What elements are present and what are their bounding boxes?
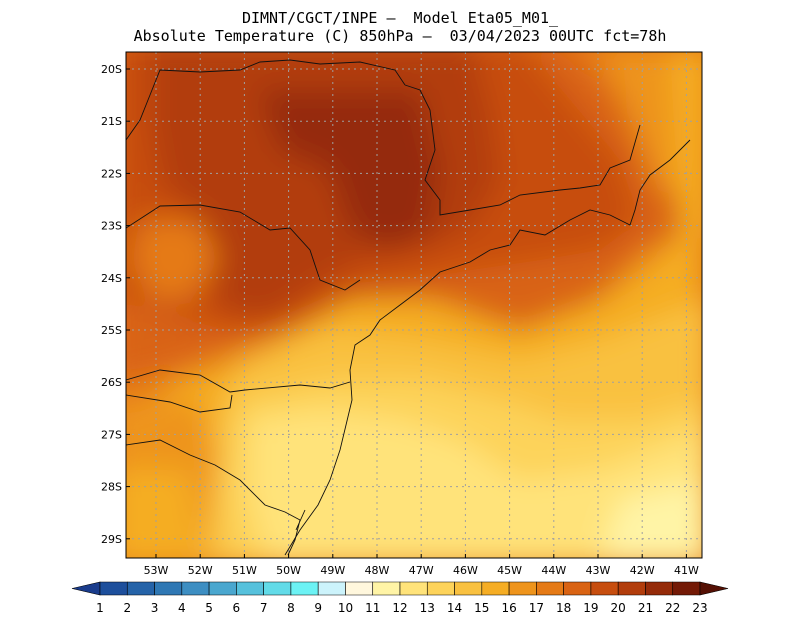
temp-region-16-east <box>670 52 702 238</box>
colorbar-swatch <box>345 581 374 596</box>
map-frame <box>125 51 703 559</box>
colorbar-label: 5 <box>205 601 213 615</box>
colorbar-label: 16 <box>501 601 516 615</box>
longitude-labels: 53W 52W 51W 50W 49W 48W 47W 46W 45W 44W 43W 42W 41W <box>144 554 699 577</box>
colorbar-label: 7 <box>260 601 268 615</box>
rio-grande-coast-lagoon <box>287 509 306 556</box>
colorbar-swatch <box>181 581 210 596</box>
state-border-ms-sp <box>126 59 406 141</box>
colorbar-label: 4 <box>178 601 186 615</box>
colorbar-label: 3 <box>151 601 159 615</box>
lat-tick-label: 24S <box>101 272 122 285</box>
temp-region-18-west <box>130 220 220 300</box>
temp-region-16-southwest <box>126 470 200 558</box>
colorbar-label: 14 <box>447 601 462 615</box>
lat-tick-label: 29S <box>101 533 122 546</box>
colorbar-swatch <box>372 581 401 596</box>
lat-tick-label: 22S <box>101 167 122 180</box>
temperature-field <box>126 52 702 558</box>
colorbar-swatch <box>508 581 537 596</box>
lat-tick-label: 27S <box>101 428 122 441</box>
map-gridlines <box>126 52 702 558</box>
temp-region-13 <box>250 410 702 558</box>
lon-tick-label: 43W <box>586 564 611 577</box>
lon-tick-label: 50W <box>276 564 301 577</box>
lat-tick-label: 23S <box>101 220 122 233</box>
colorbar-label: 19 <box>583 601 598 615</box>
colorbar-label: 13 <box>420 601 435 615</box>
lon-tick-label: 46W <box>453 564 478 577</box>
colorbar-label: 17 <box>529 601 544 615</box>
state-border-rs-sc <box>126 439 301 521</box>
colorbar-swatch <box>236 581 264 596</box>
colorbar-swatch <box>563 581 592 596</box>
colorbar-label: 9 <box>314 601 322 615</box>
colorbar-label: 15 <box>474 601 489 615</box>
colorbar-swatch <box>536 581 564 596</box>
lat-tick-label: 21S <box>101 115 122 128</box>
lon-tick-label: 41W <box>674 564 699 577</box>
colorbar-swatch <box>617 581 646 596</box>
colorbar-swatch <box>71 581 101 596</box>
lat-tick-label: 26S <box>101 376 122 389</box>
colorbar-swatch <box>154 581 183 596</box>
coastline <box>284 139 691 556</box>
colorbar-label: 2 <box>123 601 131 615</box>
colorbar-swatch <box>399 581 428 596</box>
colorbar-label: 12 <box>392 601 407 615</box>
state-border-pr-sp <box>126 204 361 291</box>
colorbar-swatch <box>590 581 619 596</box>
colorbar-swatch <box>126 581 155 596</box>
lat-tick-label: 20S <box>101 63 122 76</box>
colorbar-label: 11 <box>365 601 380 615</box>
state-border-sc-pr <box>126 369 351 393</box>
country-border-argentina <box>126 394 233 413</box>
colorbar-swatch <box>426 581 455 596</box>
colorbar-label: 23 <box>692 601 707 615</box>
state-border-mg-sp <box>404 84 641 216</box>
lat-tick-label: 25S <box>101 324 122 337</box>
lon-tick-label: 44W <box>541 564 566 577</box>
colorbar-swatch <box>454 581 483 596</box>
colorbar-swatch <box>317 581 346 596</box>
map-title-line1: DIMNT/CGCT/INPE – Model Eta05_M01_ <box>241 9 559 27</box>
lon-tick-label: 52W <box>188 564 213 577</box>
lon-tick-label: 51W <box>232 564 257 577</box>
colorbar: 1 2 3 4 5 6 7 8 9 10 11 12 13 14 15 16 17 18 19 20 21 22 23 <box>71 581 729 615</box>
colorbar-swatch <box>699 581 729 596</box>
colorbar-label: 21 <box>638 601 653 615</box>
lat-tick-label: 28S <box>101 481 122 494</box>
colorbar-label: 22 <box>665 601 680 615</box>
lon-tick-label: 53W <box>144 564 169 577</box>
colorbar-swatch <box>481 581 510 596</box>
lon-tick-label: 48W <box>365 564 390 577</box>
lon-tick-label: 47W <box>409 564 434 577</box>
colorbar-label: 8 <box>287 601 295 615</box>
lon-tick-label: 49W <box>320 564 345 577</box>
lon-tick-label: 45W <box>497 564 522 577</box>
colorbar-label: 18 <box>556 601 571 615</box>
colorbar-swatch <box>263 581 292 596</box>
colorbar-swatch <box>99 581 128 596</box>
colorbar-label: 20 <box>611 601 626 615</box>
colorbar-label: 10 <box>338 601 353 615</box>
colorbar-swatch <box>290 581 319 596</box>
temp-region-22 <box>260 90 440 250</box>
colorbar-swatch <box>645 581 674 596</box>
colorbar-swatch <box>672 581 701 596</box>
map-title-line2: Absolute Temperature (C) 850hPa – 03/04/… <box>133 27 667 45</box>
colorbar-label: 1 <box>96 601 104 615</box>
colorbar-label: 6 <box>233 601 241 615</box>
map-boundaries <box>126 59 691 556</box>
temp-region-12 <box>602 480 702 558</box>
latitude-labels: 20S 21S 22S 23S 24S 25S 26S 27S 28S 29S <box>101 63 130 546</box>
colorbar-swatch <box>208 581 237 596</box>
lon-tick-label: 42W <box>630 564 655 577</box>
